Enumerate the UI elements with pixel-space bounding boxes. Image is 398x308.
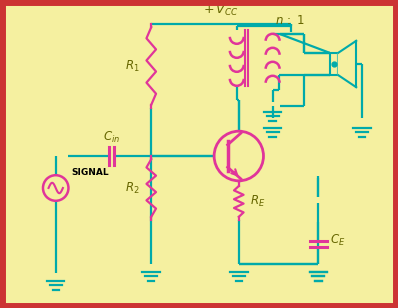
Text: $R_2$: $R_2$: [125, 180, 140, 196]
Text: SIGNAL: SIGNAL: [72, 168, 109, 177]
Text: $+\,V_{CC}$: $+\,V_{CC}$: [203, 3, 238, 18]
Text: $C_E$: $C_E$: [330, 233, 346, 248]
Circle shape: [43, 175, 68, 201]
Text: $C_{in}$: $C_{in}$: [103, 130, 120, 145]
Text: $n\,:\ 1$: $n\,:\ 1$: [275, 14, 305, 27]
Text: $R_E$: $R_E$: [250, 194, 265, 209]
Polygon shape: [338, 41, 356, 87]
Text: $R_1$: $R_1$: [125, 59, 140, 74]
Circle shape: [214, 131, 263, 181]
Bar: [330, 53, 338, 75]
